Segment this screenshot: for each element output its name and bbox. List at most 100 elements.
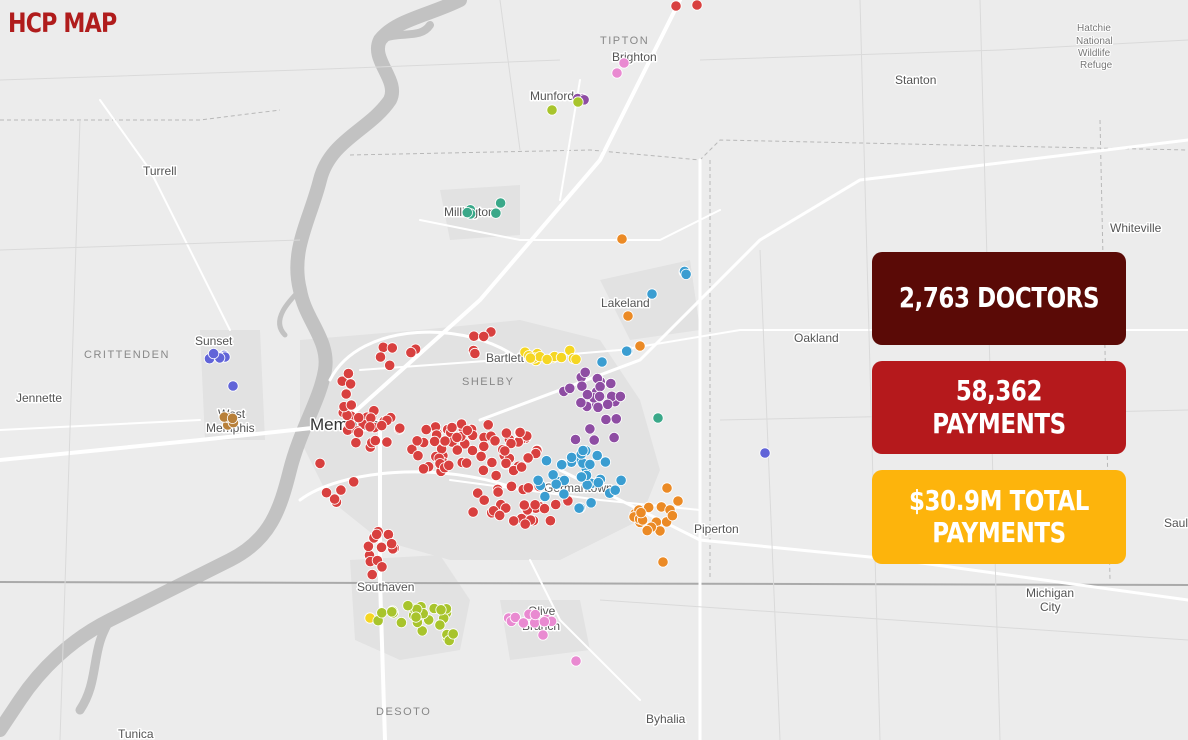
hcp-marker[interactable] <box>599 456 612 468</box>
hcp-marker[interactable] <box>344 418 356 431</box>
hcp-marker[interactable] <box>609 484 621 496</box>
hcp-marker[interactable] <box>522 482 534 494</box>
hcp-marker[interactable] <box>468 330 480 342</box>
hcp-marker[interactable] <box>376 419 388 432</box>
hcp-marker[interactable] <box>500 427 512 439</box>
hcp-marker[interactable] <box>490 469 502 482</box>
hcp-marker[interactable] <box>635 507 647 519</box>
hcp-marker[interactable] <box>529 608 541 621</box>
hcp-marker[interactable] <box>364 421 376 433</box>
hcp-marker[interactable] <box>611 67 623 79</box>
hcp-marker[interactable] <box>614 390 627 402</box>
hcp-marker[interactable] <box>439 435 451 447</box>
hcp-marker[interactable] <box>575 397 587 409</box>
hcp-marker[interactable] <box>518 499 530 511</box>
hcp-marker[interactable] <box>508 515 520 527</box>
hcp-marker[interactable] <box>680 268 692 280</box>
hcp-marker[interactable] <box>759 447 771 459</box>
hcp-marker[interactable] <box>376 607 388 619</box>
hcp-marker[interactable] <box>350 437 362 449</box>
hcp-marker[interactable] <box>515 461 528 473</box>
hcp-marker[interactable] <box>410 611 422 623</box>
hcp-marker[interactable] <box>519 518 531 530</box>
hcp-marker[interactable] <box>486 456 498 469</box>
hcp-marker[interactable] <box>394 422 406 434</box>
hcp-marker[interactable] <box>579 366 591 378</box>
hcp-marker[interactable] <box>538 502 551 515</box>
hcp-marker[interactable] <box>550 498 562 511</box>
hcp-marker[interactable] <box>529 499 541 511</box>
hcp-marker[interactable] <box>374 351 387 363</box>
hcp-marker[interactable] <box>489 435 501 447</box>
hcp-marker[interactable] <box>672 495 684 507</box>
hcp-marker[interactable] <box>564 382 576 394</box>
hcp-marker[interactable] <box>494 509 506 522</box>
hcp-marker[interactable] <box>646 288 658 300</box>
hcp-marker[interactable] <box>569 433 582 446</box>
hcp-marker[interactable] <box>366 568 378 581</box>
hcp-marker[interactable] <box>550 478 562 490</box>
hcp-marker[interactable] <box>369 434 381 447</box>
hcp-marker[interactable] <box>596 356 608 368</box>
hcp-marker[interactable] <box>593 390 606 402</box>
hcp-marker[interactable] <box>618 57 630 69</box>
hcp-marker[interactable] <box>546 104 558 116</box>
hcp-marker[interactable] <box>460 457 473 469</box>
hcp-marker[interactable] <box>420 423 432 436</box>
hcp-marker[interactable] <box>386 342 398 354</box>
hcp-marker[interactable] <box>575 471 588 483</box>
hcp-marker[interactable] <box>634 340 646 352</box>
hcp-marker[interactable] <box>622 310 634 322</box>
hcp-marker[interactable] <box>477 464 489 476</box>
hcp-marker[interactable] <box>417 463 430 475</box>
hcp-marker[interactable] <box>558 488 570 500</box>
hcp-marker[interactable] <box>466 444 479 457</box>
hcp-marker[interactable] <box>514 426 526 438</box>
hcp-marker[interactable] <box>524 352 537 364</box>
hcp-marker[interactable] <box>335 484 347 496</box>
hcp-marker[interactable] <box>499 445 511 457</box>
hcp-marker[interactable] <box>576 380 588 392</box>
hcp-marker[interactable] <box>616 233 628 245</box>
hcp-marker[interactable] <box>591 449 603 462</box>
hcp-marker[interactable] <box>505 480 518 492</box>
hcp-marker[interactable] <box>600 413 612 426</box>
hcp-marker[interactable] <box>602 398 614 410</box>
hcp-marker[interactable] <box>585 497 597 509</box>
hcp-marker[interactable] <box>451 444 463 456</box>
hcp-marker[interactable] <box>469 347 481 360</box>
hcp-marker[interactable] <box>570 655 582 667</box>
hcp-marker[interactable] <box>475 450 487 462</box>
hcp-marker[interactable] <box>517 617 530 629</box>
hcp-marker[interactable] <box>402 600 414 612</box>
hcp-marker[interactable] <box>314 457 326 469</box>
hcp-marker[interactable] <box>555 351 568 364</box>
hcp-marker[interactable] <box>461 424 473 436</box>
hcp-marker[interactable] <box>652 412 664 424</box>
hcp-marker[interactable] <box>509 611 521 624</box>
hcp-marker[interactable] <box>352 427 365 439</box>
hcp-marker[interactable] <box>540 455 553 467</box>
hcp-marker[interactable] <box>621 345 633 357</box>
hcp-marker[interactable] <box>608 431 620 444</box>
hcp-marker[interactable] <box>661 482 673 494</box>
hcp-marker[interactable] <box>581 388 594 401</box>
hcp-marker[interactable] <box>478 494 490 506</box>
hcp-marker[interactable] <box>344 378 357 390</box>
hcp-marker[interactable] <box>666 510 679 522</box>
hcp-marker[interactable] <box>494 197 507 209</box>
hcp-marker[interactable] <box>505 437 517 450</box>
hcp-marker[interactable] <box>539 490 551 503</box>
hcp-marker[interactable] <box>641 524 653 537</box>
hcp-marker[interactable] <box>615 474 627 486</box>
hcp-marker[interactable] <box>461 207 473 219</box>
hcp-marker[interactable] <box>362 540 374 552</box>
hcp-marker[interactable] <box>428 435 441 447</box>
hcp-marker[interactable] <box>340 388 352 400</box>
hcp-marker[interactable] <box>594 380 606 393</box>
hcp-marker[interactable] <box>446 421 458 434</box>
hcp-marker[interactable] <box>657 556 669 568</box>
hcp-marker[interactable] <box>670 0 682 12</box>
hcp-marker[interactable] <box>538 616 550 628</box>
